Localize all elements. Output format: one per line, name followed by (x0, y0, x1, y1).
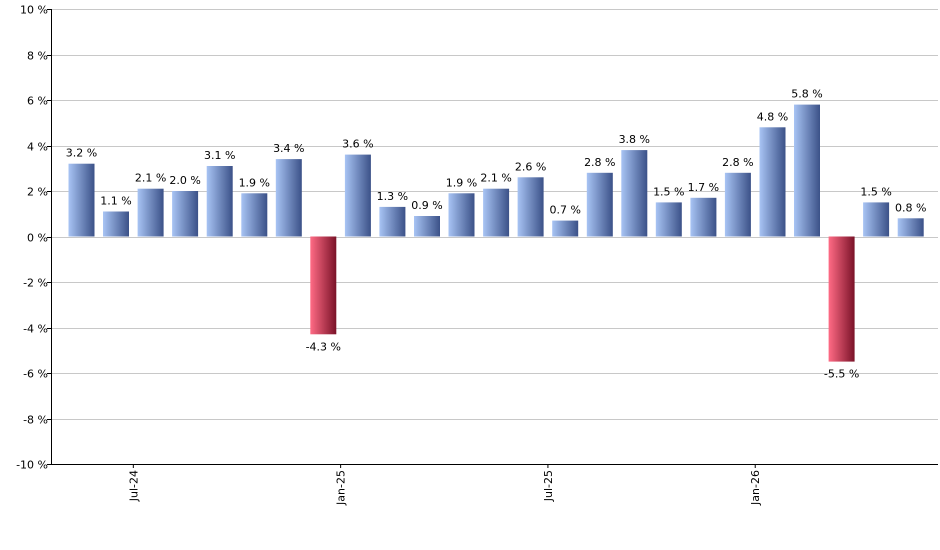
bar-data-label: -4.3 % (306, 340, 341, 353)
bar (586, 172, 613, 237)
bar (310, 236, 337, 335)
bar-data-label: 0.7 % (549, 204, 580, 217)
bar-data-label: 3.1 % (204, 149, 235, 162)
bar-data-label: 3.2 % (66, 147, 97, 160)
x-tick-label: Jan-26 (749, 470, 762, 506)
bar-data-label: 1.9 % (239, 176, 270, 189)
bar-data-label: 1.5 % (653, 185, 684, 198)
bar-data-label: 3.8 % (619, 133, 650, 146)
data-labels: 3.2 %1.1 %2.1 % 2.0 %3.1 %1.9 %3.4 %-4.3 … (66, 88, 927, 381)
bar-data-label: 2.6 % (515, 160, 546, 173)
y-tick-label: 0 % (27, 232, 48, 245)
bar-data-label: 1.3 % (377, 190, 408, 203)
bar (137, 188, 164, 237)
x-tick-label: Jul-25 (542, 470, 555, 502)
bar (517, 177, 544, 237)
bar-data-label: 3.6 % (342, 138, 373, 151)
bar (621, 150, 648, 237)
bar (103, 211, 129, 237)
bar (414, 216, 440, 237)
bar (690, 197, 717, 237)
bar (448, 193, 475, 237)
y-tick-label: -4 % (23, 323, 48, 336)
bar-data-label: 1.7 % (688, 181, 719, 194)
bar-data-label: 0.9 % (411, 199, 442, 212)
bar (483, 188, 510, 237)
y-tick-label: 2 % (27, 186, 48, 199)
bar (759, 127, 786, 237)
x-tick-label: Jul-24 (127, 470, 140, 502)
bar-data-label: 2.1 % (480, 172, 511, 185)
y-tick-label: 6 % (27, 95, 48, 108)
bar-data-label: 1.1 % (100, 195, 131, 208)
bar (68, 163, 95, 237)
bar (275, 159, 302, 237)
axes (51, 9, 938, 468)
bar (552, 220, 579, 237)
y-tick-label: -2 % (23, 277, 48, 290)
y-tick-label: -10 % (16, 459, 48, 472)
bar (863, 202, 890, 237)
bar (344, 154, 371, 237)
y-tick-label: 8 % (27, 50, 48, 63)
bar (897, 218, 924, 237)
y-tick-label: 4 % (27, 141, 48, 154)
bar (724, 172, 751, 237)
x-axis-tick-labels: Jul-24 Jan-25 Jul-25 Jan-26 (127, 470, 762, 506)
bar-data-label: 1.5 % (860, 185, 891, 198)
bar (379, 206, 406, 237)
x-tick-label: Jan-25 (335, 470, 348, 506)
bar-data-label: -5.5 % (824, 368, 859, 381)
bar (794, 104, 820, 237)
y-axis-tick-labels: 10 % 8 % 6 % 4 % 2 % 0 % -2 % -4 % -6 % -8 % -10 % (16, 4, 48, 472)
y-tick-label: -6 % (23, 368, 48, 381)
bar-data-label: 3.4 % (273, 142, 304, 155)
gridlines (47, 9, 938, 465)
bar (206, 166, 233, 237)
bar-data-label: 0.8 % (895, 201, 926, 214)
bar-data-label: 2.1 % (135, 172, 166, 185)
y-tick-label: -8 % (23, 414, 48, 427)
bar (172, 191, 199, 237)
bar (828, 236, 855, 362)
bar-data-label: 2.8 % (584, 156, 615, 169)
bar-data-label: 2.0 % (169, 174, 200, 187)
bar-data-label: 5.8 % (791, 88, 822, 101)
bar (655, 202, 682, 237)
bar-data-label: 2.8 % (722, 156, 753, 169)
bar-data-label: 4.8 % (757, 110, 788, 123)
y-tick-label: 10 % (20, 4, 48, 17)
bar (241, 193, 268, 237)
bars (68, 104, 924, 362)
bar-data-label: 1.9 % (446, 176, 477, 189)
